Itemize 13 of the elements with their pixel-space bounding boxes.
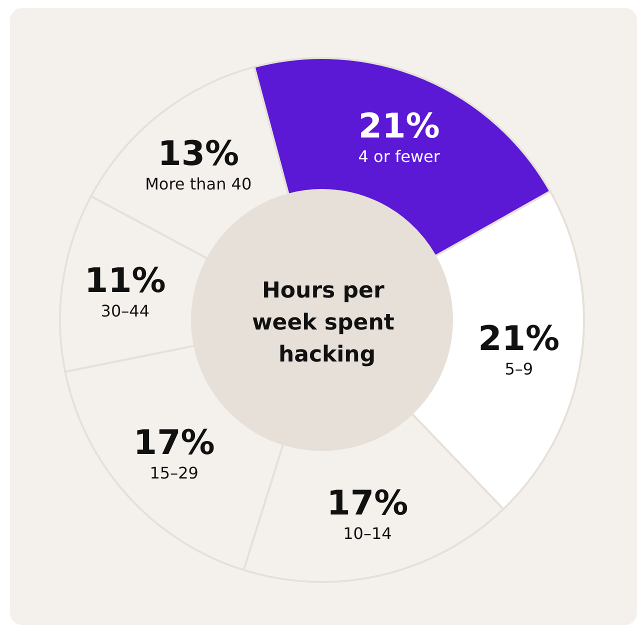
slice-label: 5–9: [504, 360, 534, 379]
slice-label: More than 40: [145, 174, 252, 194]
data-label: 11%: [84, 260, 166, 301]
data-label: 21%: [478, 319, 560, 360]
slice-label: 10–14: [343, 524, 392, 544]
text: Hours per week spent hacking: [252, 278, 402, 368]
slice-label: 15–29: [150, 464, 198, 483]
data-label: 21%: [358, 106, 440, 147]
data-label: 13%: [158, 134, 240, 174]
slice-label: 4 or fewer: [358, 147, 440, 166]
data-label: 17%: [326, 484, 408, 524]
slice-label: 30–44: [100, 301, 150, 320]
data-label: 17%: [133, 423, 215, 464]
